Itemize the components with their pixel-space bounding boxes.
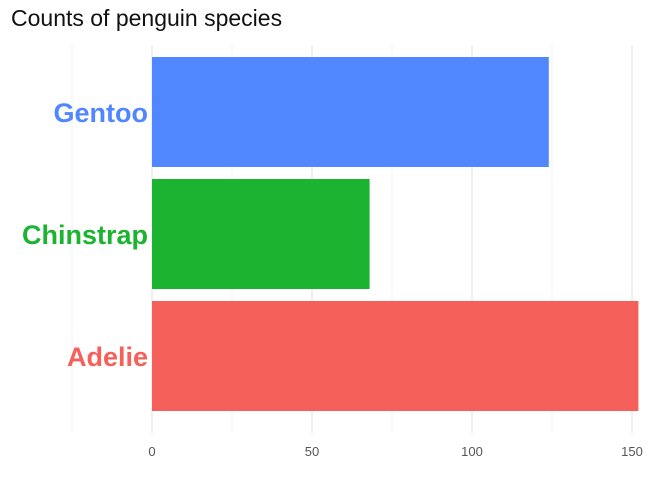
bar-gentoo — [152, 57, 549, 167]
category-labels: Adelie Chinstrap Gentoo — [22, 98, 148, 372]
category-label-chinstrap: Chinstrap — [22, 220, 148, 250]
x-tick-label: 0 — [148, 444, 155, 459]
x-tick-label: 50 — [305, 444, 319, 459]
x-tick-label: 100 — [461, 444, 483, 459]
chart-title: Counts of penguin species — [11, 5, 283, 31]
category-label-adelie: Adelie — [67, 342, 148, 372]
category-label-gentoo: Gentoo — [54, 98, 149, 128]
bars — [152, 57, 639, 411]
x-axis-ticks: 0 50 100 150 — [148, 444, 642, 459]
bar-chinstrap — [152, 179, 370, 289]
bar-adelie — [152, 301, 639, 411]
x-tick-label: 150 — [621, 444, 643, 459]
